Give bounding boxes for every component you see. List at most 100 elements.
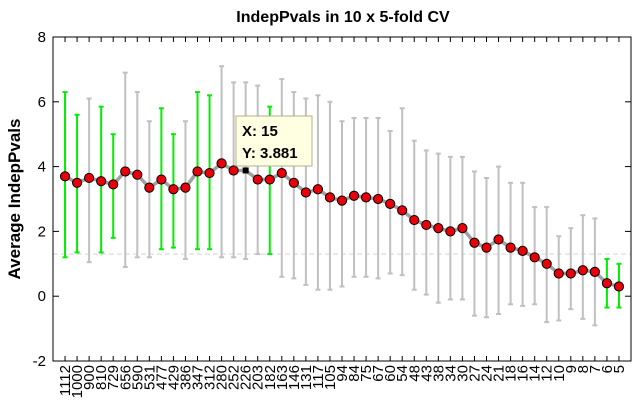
x-tick-label: 146 bbox=[286, 365, 303, 390]
data-point bbox=[180, 182, 191, 193]
x-tick-label: 163 bbox=[274, 365, 291, 390]
data-tip[interactable]: X: 15 Y: 3.881 bbox=[235, 115, 313, 167]
x-tick-label: 94 bbox=[334, 365, 351, 382]
x-tick-label: 590 bbox=[129, 365, 146, 390]
x-tick-label: 131 bbox=[298, 365, 315, 390]
data-point bbox=[373, 193, 384, 205]
data-point bbox=[565, 268, 576, 279]
data-point bbox=[421, 219, 432, 231]
data-point bbox=[529, 252, 540, 263]
x-tick-label: 1000 bbox=[69, 365, 86, 398]
y-axis-label: Average IndepPvals bbox=[5, 119, 24, 280]
x-tick-label: 34 bbox=[442, 365, 459, 382]
data-point bbox=[433, 223, 444, 234]
x-tick-label: 8 bbox=[575, 365, 592, 373]
x-tick-label: 10 bbox=[551, 365, 568, 382]
x-tick-label: 9 bbox=[563, 365, 580, 373]
data-point bbox=[324, 192, 336, 203]
x-tick-label: 43 bbox=[418, 365, 435, 382]
x-tick-label: 54 bbox=[394, 365, 411, 382]
data-markers bbox=[59, 158, 625, 292]
error-bar bbox=[399, 107, 405, 277]
data-point bbox=[108, 179, 119, 190]
x-tick-label: 21 bbox=[491, 365, 508, 382]
data-point bbox=[397, 205, 408, 216]
error-bar bbox=[255, 84, 261, 256]
data-point bbox=[120, 166, 131, 177]
x-tick-label: 226 bbox=[238, 365, 255, 390]
data-point bbox=[216, 158, 227, 169]
datatip-box bbox=[235, 115, 313, 167]
x-tick-label: 18 bbox=[503, 365, 520, 382]
y-tick-label: 2 bbox=[38, 223, 46, 240]
x-tick-label: 117 bbox=[310, 365, 327, 389]
data-point bbox=[312, 184, 324, 195]
x-tick-label: 16 bbox=[515, 365, 532, 382]
data-point bbox=[385, 198, 396, 209]
error-bars bbox=[62, 65, 622, 327]
y-tick-label: 8 bbox=[38, 29, 46, 46]
x-tick-label: 30 bbox=[454, 365, 471, 382]
x-tick-label: 252 bbox=[226, 365, 243, 390]
data-point bbox=[300, 187, 311, 198]
data-point bbox=[469, 237, 480, 248]
x-tick-label: 429 bbox=[165, 365, 182, 390]
x-tick-label: 105 bbox=[322, 365, 339, 390]
y-tick-label: 6 bbox=[38, 94, 46, 111]
x-tick-label: 280 bbox=[214, 365, 231, 390]
datatip-x-label: X: 15 bbox=[242, 123, 278, 140]
data-point bbox=[409, 214, 420, 226]
data-point bbox=[457, 223, 468, 234]
x-tick-label: 5 bbox=[611, 365, 628, 373]
x-tick-label: 900 bbox=[81, 365, 98, 390]
data-point bbox=[132, 169, 143, 180]
x-tick-label: 60 bbox=[382, 365, 399, 382]
x-tick-label: 477 bbox=[153, 365, 170, 390]
data-point bbox=[613, 281, 625, 292]
data-point bbox=[589, 266, 600, 277]
data-point bbox=[276, 167, 287, 179]
x-tick-label: 75 bbox=[358, 365, 375, 382]
x-tick-label: 67 bbox=[370, 365, 387, 382]
data-point bbox=[84, 172, 95, 184]
data-point bbox=[59, 171, 71, 182]
x-tick-label: 12 bbox=[539, 365, 556, 382]
error-bar bbox=[520, 181, 526, 307]
chart-title: IndepPvals in 10 x 5-fold CV bbox=[236, 9, 450, 26]
data-point bbox=[71, 177, 83, 188]
data-point bbox=[445, 226, 456, 237]
data-point bbox=[481, 242, 492, 253]
data-point bbox=[192, 166, 203, 177]
data-point bbox=[505, 242, 516, 253]
x-tick-label: 14 bbox=[527, 365, 544, 382]
data-point bbox=[228, 165, 239, 176]
x-tick-label: 84 bbox=[346, 365, 363, 382]
x-tick-label: 38 bbox=[430, 365, 447, 382]
x-tick-label: 531 bbox=[141, 365, 158, 390]
data-point bbox=[577, 265, 588, 276]
data-point bbox=[360, 192, 372, 203]
x-tick-label: 1112 bbox=[57, 365, 74, 396]
data-point bbox=[336, 195, 348, 206]
data-point bbox=[493, 234, 504, 245]
x-tick-label: 386 bbox=[177, 365, 194, 390]
x-tick-label: 48 bbox=[406, 365, 423, 382]
x-tick-label: 27 bbox=[466, 365, 483, 382]
data-point bbox=[541, 258, 552, 269]
x-tick-label: 182 bbox=[262, 365, 279, 390]
data-point bbox=[601, 278, 613, 289]
x-tick-label: 7 bbox=[587, 365, 604, 373]
x-tick-label: 6 bbox=[599, 365, 616, 373]
data-point bbox=[264, 174, 275, 185]
x-tick-label: 203 bbox=[250, 365, 267, 390]
data-point bbox=[553, 268, 564, 279]
x-tick-label: 656 bbox=[117, 365, 134, 390]
data-point bbox=[96, 176, 107, 187]
x-tick-label: 729 bbox=[105, 365, 122, 390]
data-point bbox=[156, 174, 167, 185]
x-tick-label: 24 bbox=[479, 365, 496, 382]
y-tick-label: 0 bbox=[38, 288, 46, 305]
